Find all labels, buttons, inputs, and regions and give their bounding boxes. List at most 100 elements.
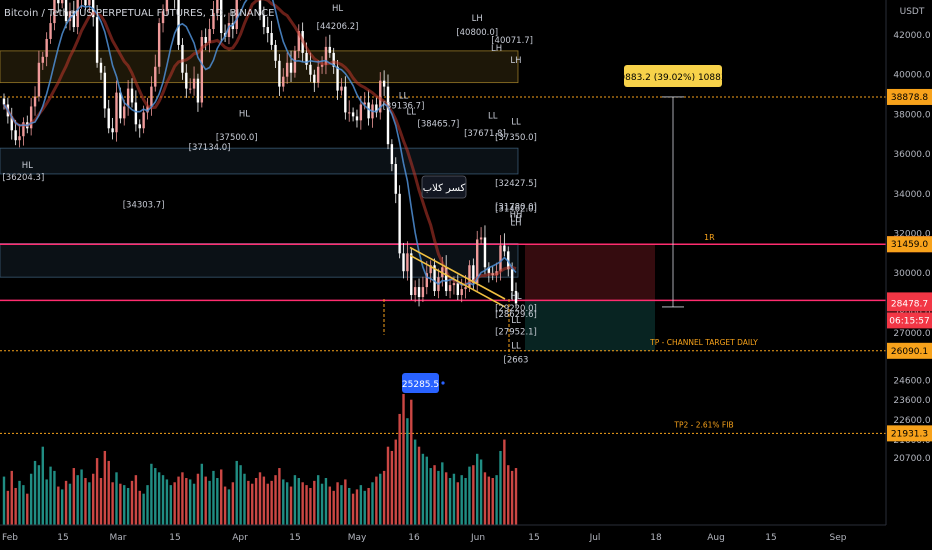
volume-bar <box>99 478 103 525</box>
candle-down <box>111 128 114 133</box>
volume-bar <box>274 475 277 525</box>
volume-bar <box>499 450 502 525</box>
candle-down <box>181 44 184 73</box>
candle-up <box>429 265 432 274</box>
volume-bar <box>371 482 374 525</box>
price-label-box <box>887 236 932 253</box>
volume-bar <box>483 472 487 525</box>
volume-bar <box>18 480 21 525</box>
price-tick: 30000.0 <box>893 269 930 279</box>
candle-down <box>134 102 138 125</box>
volume-bar <box>441 462 444 525</box>
measure-label-box <box>624 65 722 87</box>
volume-bar <box>45 479 48 525</box>
candle-up <box>150 86 153 107</box>
swing-label: LH <box>510 219 521 229</box>
candle-up <box>192 78 196 89</box>
candle-down <box>84 0 87 6</box>
volume-bar <box>22 485 25 525</box>
swing-label: LH <box>510 215 521 225</box>
volume-bar <box>53 470 56 525</box>
swing-label: [2663 <box>504 356 529 366</box>
price-tick: 27000.0 <box>893 329 930 339</box>
volume-bar <box>196 473 200 525</box>
volume-bar <box>468 466 471 525</box>
volume-bar <box>200 463 204 525</box>
candle-up <box>157 23 161 67</box>
swing-label: [38465.7] <box>418 119 460 129</box>
crosshair-dot <box>441 381 445 385</box>
candle-up <box>282 76 285 87</box>
candle-down <box>402 253 405 272</box>
volume-bar <box>26 493 29 525</box>
volume-bar <box>293 475 297 525</box>
time-tick: 15 <box>169 533 180 543</box>
volume-bar <box>379 473 382 525</box>
time-tick: 15 <box>289 533 300 543</box>
candle-up <box>60 0 64 4</box>
candle-up <box>359 104 363 121</box>
swing-label: LH <box>472 14 483 24</box>
volume-bar <box>14 487 17 525</box>
volume-bar <box>305 485 308 525</box>
price-label: 21931.3 <box>891 429 928 439</box>
volume-bar <box>154 468 157 525</box>
volume-bar <box>324 478 328 525</box>
candle-up <box>452 283 456 286</box>
volume-bar <box>495 475 498 525</box>
candle-down <box>2 98 6 105</box>
swing-label: [37500.0] <box>216 133 258 143</box>
swing-label: [40071.7] <box>491 36 533 46</box>
candle-down <box>309 64 312 75</box>
candle-down <box>514 291 518 304</box>
volume-bar <box>266 483 269 525</box>
candle-down <box>328 46 332 53</box>
volume-bar <box>514 468 518 525</box>
volume-bar <box>425 456 428 525</box>
volume-bar <box>386 446 390 525</box>
price-label-box <box>887 295 932 312</box>
volume-bar <box>348 487 351 525</box>
candle-up <box>468 265 471 288</box>
candle-up <box>200 36 204 103</box>
swing-label: HL <box>22 161 33 171</box>
price-label-box <box>887 425 932 442</box>
candle-down <box>10 116 13 131</box>
volume-bar <box>177 476 180 525</box>
candle-down <box>289 62 293 73</box>
candle-up <box>413 287 417 296</box>
volume-bar <box>332 490 335 525</box>
yellow-zone-2 <box>0 50 519 84</box>
candle-down <box>103 72 107 109</box>
volume-bar <box>72 468 76 525</box>
volume-bar <box>138 490 141 525</box>
chart-title: Bitcoin / TetherUS PERPETUAL FUTURES, 1D… <box>4 8 275 19</box>
candle-up <box>340 86 343 91</box>
price-tick: 23600.0 <box>893 396 930 406</box>
candle-down <box>57 0 60 4</box>
volume-bar <box>503 439 506 525</box>
volume-bar <box>336 482 339 525</box>
swing-label: [34303.7] <box>123 201 165 211</box>
candle-up <box>45 38 48 57</box>
volume-bar <box>421 453 425 525</box>
candle-down <box>351 112 355 117</box>
candle-down <box>472 265 475 284</box>
volume-bar <box>6 490 10 525</box>
candle-down <box>313 74 316 83</box>
candle-down <box>367 102 370 119</box>
volume-bar <box>444 472 448 525</box>
volume-bar <box>433 465 436 525</box>
volume-bar <box>355 489 359 525</box>
candle-down <box>433 265 436 292</box>
label-tp2: TP2 - 2.61% FIB <box>673 420 733 429</box>
candle-down <box>278 60 281 87</box>
volume-bar <box>491 478 494 525</box>
risk-box <box>525 244 655 301</box>
volume-bar <box>33 460 37 525</box>
volume-bar <box>297 478 300 525</box>
volume-bar <box>173 482 176 525</box>
candle-up <box>41 56 44 63</box>
swing-label: LL <box>399 92 409 102</box>
